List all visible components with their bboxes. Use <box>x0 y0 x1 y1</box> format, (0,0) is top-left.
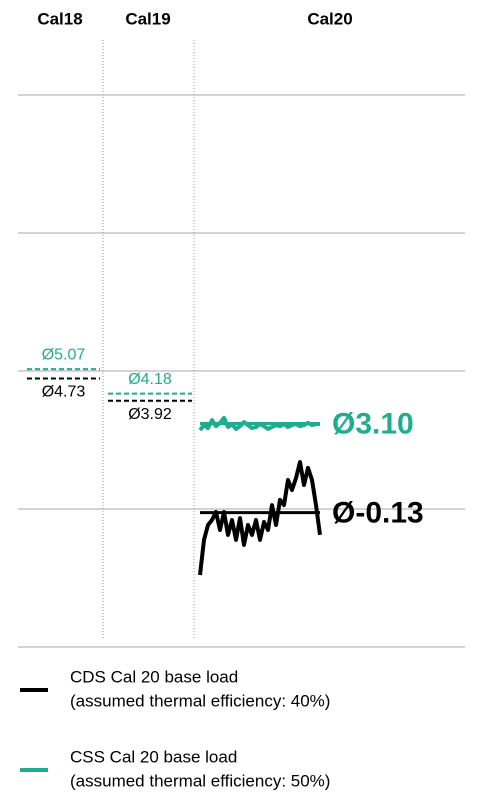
average-label: Ø5.07 <box>42 346 86 363</box>
average-label: Ø-0.13 <box>332 497 424 530</box>
legend-label: CSS Cal 20 base load <box>70 747 237 766</box>
column-header: Cal18 <box>37 9 82 28</box>
legend-label: CDS Cal 20 base load <box>70 667 238 686</box>
average-label: Ø4.73 <box>42 384 86 401</box>
average-label: Ø3.10 <box>332 407 414 440</box>
average-label: Ø3.92 <box>128 406 172 423</box>
average-label: Ø4.18 <box>128 371 172 388</box>
legend-description: (assumed thermal efficiency: 40%) <box>70 691 330 710</box>
column-header: Cal19 <box>125 9 170 28</box>
column-header: Cal20 <box>307 9 352 28</box>
legend-description: (assumed thermal efficiency: 50%) <box>70 771 330 790</box>
series-line <box>198 460 322 576</box>
